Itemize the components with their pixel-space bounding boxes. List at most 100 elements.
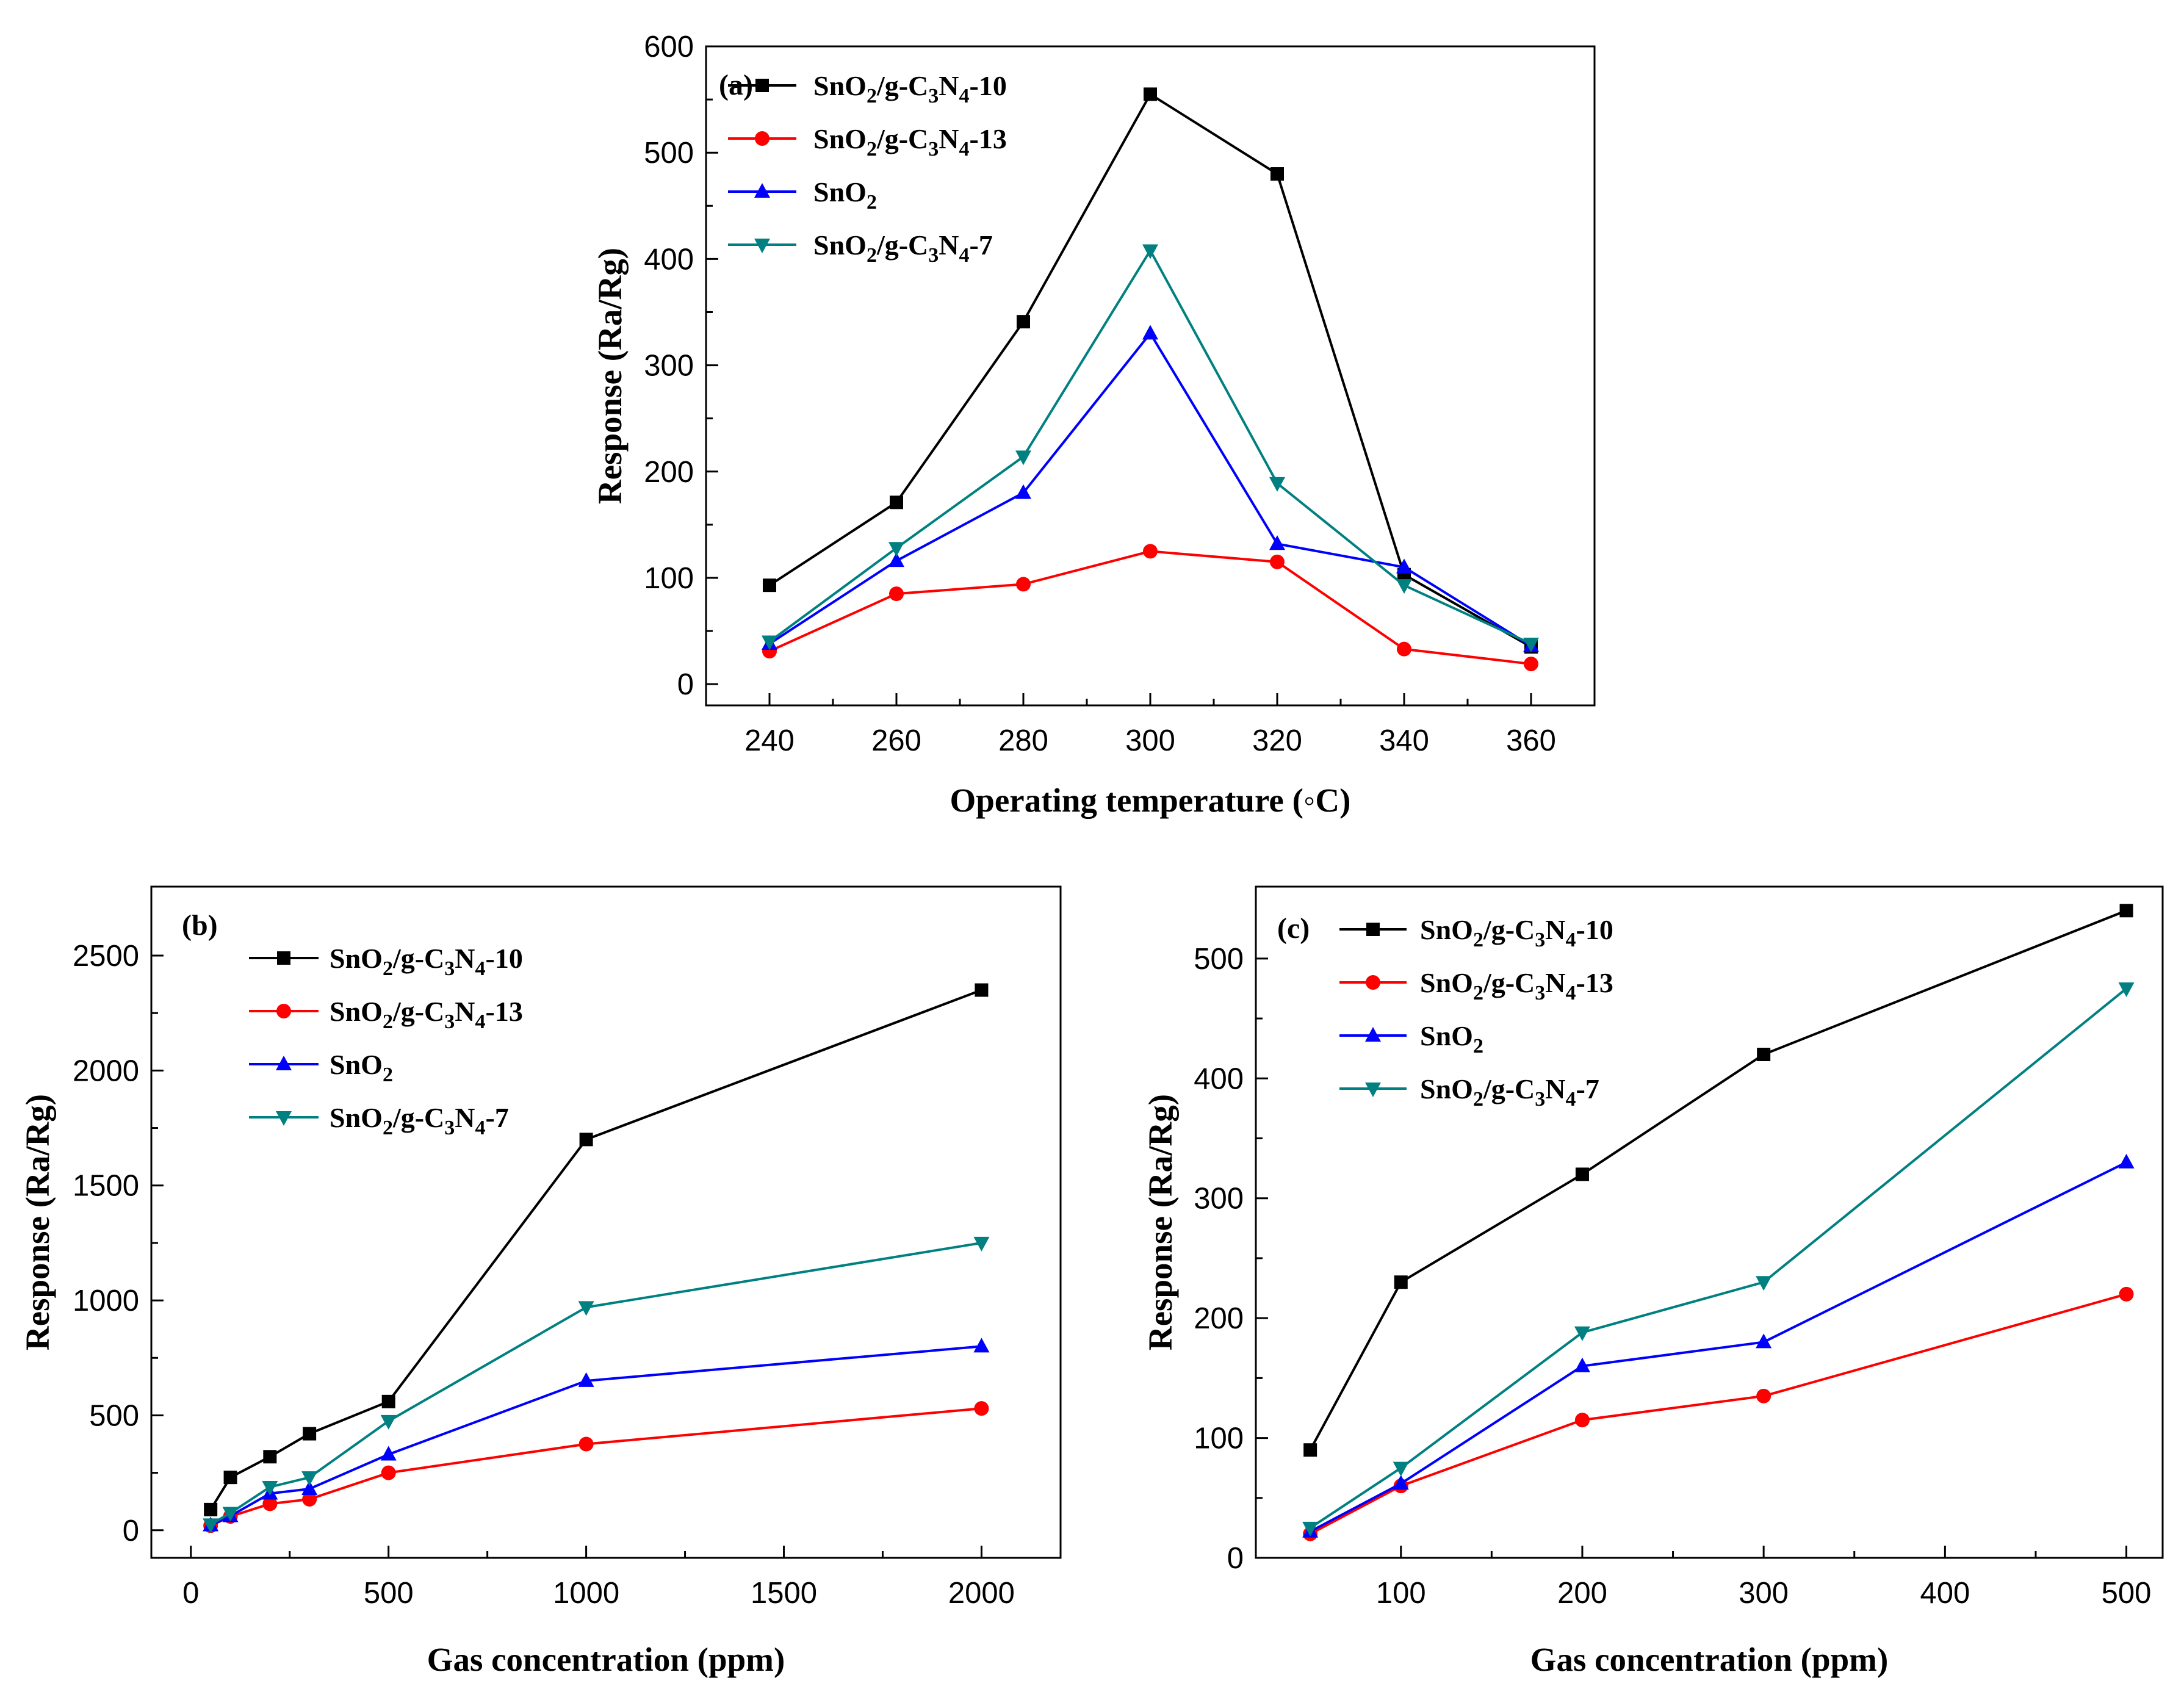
x-axis-label: Gas concentration (ppm)	[427, 1641, 785, 1678]
legend-label: SnO2/g-C3N4-13	[1420, 967, 1613, 1004]
data-point	[2119, 1286, 2134, 1302]
y-tick-label: 100	[1194, 1422, 1244, 1455]
x-tick-label: 320	[1252, 724, 1302, 757]
series-line	[1310, 987, 2127, 1529]
legend-marker	[1366, 923, 1380, 936]
y-tick-label: 0	[1227, 1542, 1244, 1575]
x-tick-label: 200	[1557, 1577, 1607, 1610]
legend-label: SnO2/g-C3N4-13	[813, 123, 1007, 160]
y-tick-label: 400	[644, 243, 694, 276]
data-point	[578, 1372, 594, 1387]
data-point	[1142, 325, 1158, 340]
data-point	[1015, 484, 1031, 499]
data-point	[1144, 87, 1157, 101]
y-tick-label: 1500	[73, 1170, 139, 1203]
chart-panel-c: 100 200 300 400 500 0 100 200 300 400 500 Gas conce…	[1142, 885, 2164, 1678]
legend-label: SnO2/g-C3N4-10	[1420, 914, 1613, 951]
data-point	[973, 1236, 990, 1252]
data-point	[262, 1480, 278, 1496]
legend-marker	[276, 1111, 292, 1126]
legend-marker	[754, 183, 770, 198]
data-point	[303, 1427, 317, 1441]
data-point	[1523, 637, 1539, 652]
x-tick-label: 260	[871, 724, 921, 757]
data-point	[1574, 1326, 1590, 1341]
x-tick-label: 500	[2102, 1577, 2152, 1610]
x-tick-label: 300	[1739, 1577, 1789, 1610]
series-line	[210, 1345, 982, 1527]
data-point	[1302, 1521, 1319, 1536]
legend-label: SnO2	[813, 176, 877, 214]
legend-marker	[755, 131, 769, 146]
data-point	[1017, 315, 1030, 329]
legend-marker	[755, 79, 769, 92]
x-tick-label: 340	[1379, 724, 1429, 757]
y-tick-label: 500	[644, 137, 694, 170]
y-tick-label: 500	[89, 1399, 139, 1432]
y-axis-label: Response (Ra/Rg)	[19, 1094, 56, 1350]
data-point	[203, 1518, 219, 1533]
data-point	[975, 983, 989, 997]
legend-marker	[277, 951, 290, 965]
x-tick-label: 2000	[948, 1577, 1015, 1610]
data-point	[1016, 577, 1031, 592]
series-line	[209, 989, 982, 1510]
data-point	[1757, 1048, 1771, 1061]
legend-marker	[1365, 1027, 1381, 1042]
data-point	[578, 1301, 594, 1316]
data-point	[1396, 558, 1412, 574]
x-tick-label: 1000	[553, 1577, 619, 1610]
series-line	[768, 248, 1532, 645]
series-line	[768, 92, 1532, 648]
data-point	[1575, 1167, 1589, 1181]
legend-label: SnO2/g-C3N4-10	[813, 70, 1007, 107]
series-line	[1310, 1292, 2127, 1535]
x-axis-label: Gas concentration (ppm)	[1530, 1641, 1889, 1678]
legend-marker	[276, 1056, 292, 1070]
data-point	[890, 495, 903, 510]
data-point	[1756, 1333, 1772, 1349]
x-tick-label: 400	[1920, 1577, 1970, 1610]
data-point	[263, 1450, 277, 1464]
series-line	[1310, 1161, 2127, 1533]
data-point	[301, 1480, 318, 1495]
x-tick-label: 360	[1506, 724, 1556, 757]
data-point	[579, 1133, 593, 1147]
data-point	[888, 552, 904, 567]
legend-marker	[1366, 975, 1380, 990]
data-point	[1574, 1413, 1590, 1428]
y-tick-label: 2000	[73, 1054, 139, 1087]
data-point	[1756, 1388, 1771, 1403]
data-point	[302, 1491, 317, 1507]
plot-frame	[1255, 885, 2164, 1559]
data-point	[381, 1394, 395, 1408]
data-point	[762, 635, 777, 650]
legend-label: SnO2/g-C3N4-10	[330, 943, 523, 980]
data-point	[763, 578, 776, 593]
chart-panel-b: 0 500 1000 1500 2000 0 500 1000 1500 2000 2500 Gas …	[19, 885, 1062, 1678]
x-tick-label: 0	[182, 1577, 199, 1610]
x-tick-label: 300	[1125, 724, 1175, 757]
data-point	[1574, 1357, 1590, 1372]
legend-marker	[754, 239, 770, 253]
x-tick-label: 1500	[751, 1577, 817, 1610]
y-tick-label: 1000	[73, 1284, 139, 1317]
y-tick-label: 2500	[73, 940, 139, 973]
data-point	[380, 1414, 397, 1430]
data-point	[1393, 1475, 1409, 1490]
legend-label: SnO2/g-C3N4-7	[330, 1102, 509, 1139]
data-point	[301, 1471, 318, 1486]
x-tick-label: 500	[364, 1577, 414, 1610]
data-point	[1143, 544, 1158, 559]
x-tick-label: 240	[744, 724, 795, 757]
legend-label: SnO2/g-C3N4-7	[813, 229, 993, 267]
y-tick-label: 300	[644, 350, 694, 383]
y-tick-label: 400	[1194, 1062, 1244, 1095]
data-point	[889, 586, 904, 602]
legend-marker	[1365, 1083, 1381, 1097]
y-axis-label: Response (Ra/Rg)	[1142, 1094, 1179, 1350]
y-tick-label: 200	[644, 456, 694, 489]
data-point	[2118, 982, 2135, 997]
data-point	[974, 1401, 989, 1416]
